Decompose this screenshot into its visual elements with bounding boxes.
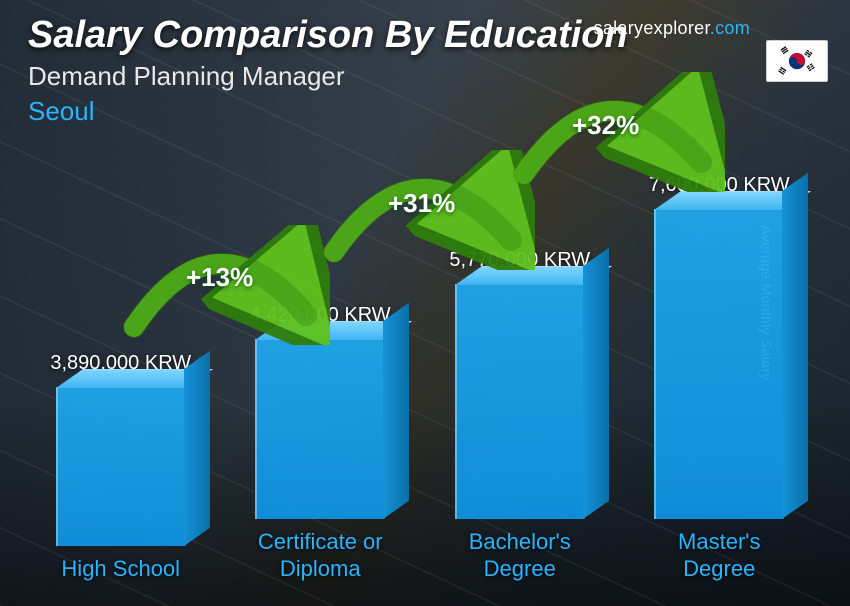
brand-suffix: .com — [710, 18, 750, 38]
bar-category-label: Bachelor'sDegree — [469, 529, 571, 582]
increase-label: +32% — [572, 110, 639, 141]
bar-column: 3,890,000 KRWHigh School — [40, 352, 202, 582]
bar — [654, 209, 784, 519]
increase-label: +31% — [388, 188, 455, 219]
bar-category-label: High School — [61, 556, 180, 582]
increase-label: +13% — [186, 262, 253, 293]
bar — [455, 284, 585, 519]
chart-title: Salary Comparison By Education — [28, 14, 628, 57]
bar — [255, 339, 385, 519]
bar-category-label: Master'sDegree — [678, 529, 760, 582]
brand-label: salaryexplorer.com — [594, 18, 750, 39]
bar-column: 7,600,000 KRWMaster'sDegree — [639, 174, 801, 582]
bar-column: 4,420,000 KRWCertificate orDiploma — [240, 304, 402, 582]
bar-category-label: Certificate orDiploma — [258, 529, 383, 582]
brand-name: salaryexplorer — [594, 18, 710, 38]
bar — [56, 387, 186, 546]
flag-south-korea-icon — [766, 40, 828, 82]
bar-column: 5,770,000 KRWBachelor'sDegree — [439, 249, 601, 582]
